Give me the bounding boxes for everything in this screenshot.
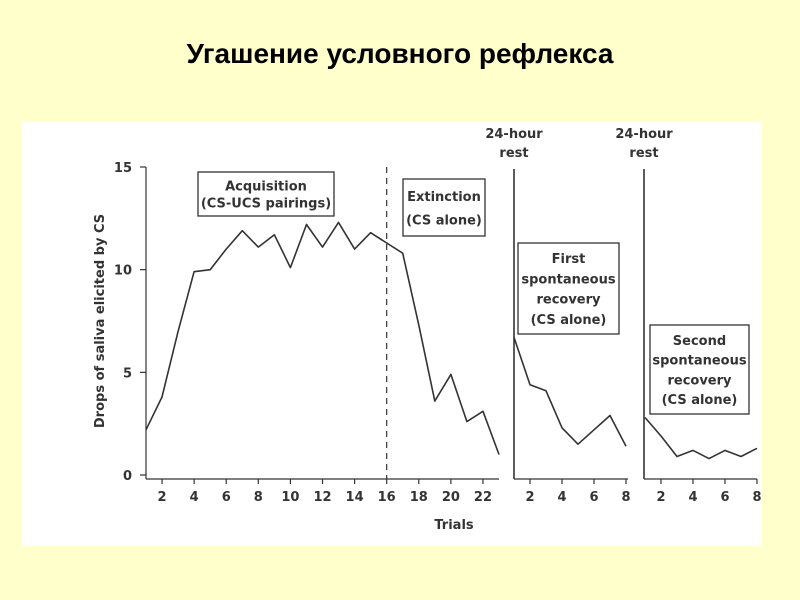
- x-tick-label: 8: [752, 490, 761, 505]
- rest-label-line-1: 24-hour: [615, 127, 673, 142]
- annotation-text: Acquisition: [225, 180, 307, 195]
- x-tick-label: 20: [442, 490, 460, 505]
- y-tick-label: 10: [114, 264, 132, 279]
- annotation-text: recovery: [536, 293, 601, 308]
- slide-title: Угашение условного рефлекса: [186, 38, 614, 69]
- x-tick-label: 6: [222, 490, 231, 505]
- annotation-text: (CS-UCS pairings): [201, 197, 331, 212]
- rest-label-line-2: rest: [629, 146, 658, 161]
- y-tick-label: 0: [123, 469, 132, 484]
- x-tick-label: 4: [688, 490, 697, 505]
- x-axis-label: Trials: [434, 518, 474, 533]
- annotation-text: recovery: [667, 373, 732, 388]
- annotation-text: spontaneous: [652, 354, 746, 369]
- x-tick-label: 2: [158, 490, 167, 505]
- annotation-box: [517, 242, 620, 335]
- x-tick-label: 16: [378, 490, 396, 505]
- x-tick-label: 4: [190, 490, 199, 505]
- x-tick-label: 14: [346, 490, 364, 505]
- x-tick-label: 4: [557, 490, 566, 505]
- annotation-text: (CS alone): [662, 393, 738, 408]
- y-tick-label: 5: [123, 366, 132, 381]
- annotation-text: spontaneous: [521, 272, 615, 287]
- x-tick-label: 22: [474, 490, 492, 505]
- x-tick-label: 2: [656, 490, 665, 505]
- y-tick-label: 15: [114, 161, 132, 176]
- y-axis-label: Drops of saliva elicited by CS: [93, 214, 108, 428]
- annotation-box: [197, 171, 335, 217]
- annotation-box: [402, 178, 486, 237]
- rest-label-line-2: rest: [499, 146, 528, 161]
- series-line-panel-1: [145, 221, 500, 455]
- annotation-text: First: [552, 252, 586, 267]
- x-tick-label: 18: [410, 490, 428, 505]
- x-tick-label: 12: [313, 490, 331, 505]
- x-tick-label: 6: [720, 490, 729, 505]
- rest-label-line-1: 24-hour: [485, 127, 543, 142]
- annotation-box: [649, 324, 750, 415]
- annotation-text: Extinction: [407, 190, 481, 205]
- series-line-panel-3: [644, 416, 758, 460]
- x-tick-label: 8: [621, 490, 630, 505]
- series-line-panel-2: [513, 337, 627, 447]
- annotation-text: Second: [673, 334, 726, 349]
- x-tick-label: 2: [525, 490, 534, 505]
- x-tick-label: 10: [281, 490, 299, 505]
- chart-panel: 0 5 10 15 Drops of saliva elicited by CS 2 4 6 8…: [22, 122, 762, 546]
- annotation-text: (CS alone): [531, 313, 607, 328]
- saliva-extinction-chart: 0 5 10 15 Drops of saliva elicited by CS 2 4 6 8…: [93, 127, 762, 533]
- x-tick-label: 6: [589, 490, 598, 505]
- x-tick-label: 8: [254, 490, 263, 505]
- annotation-text: (CS alone): [406, 213, 482, 228]
